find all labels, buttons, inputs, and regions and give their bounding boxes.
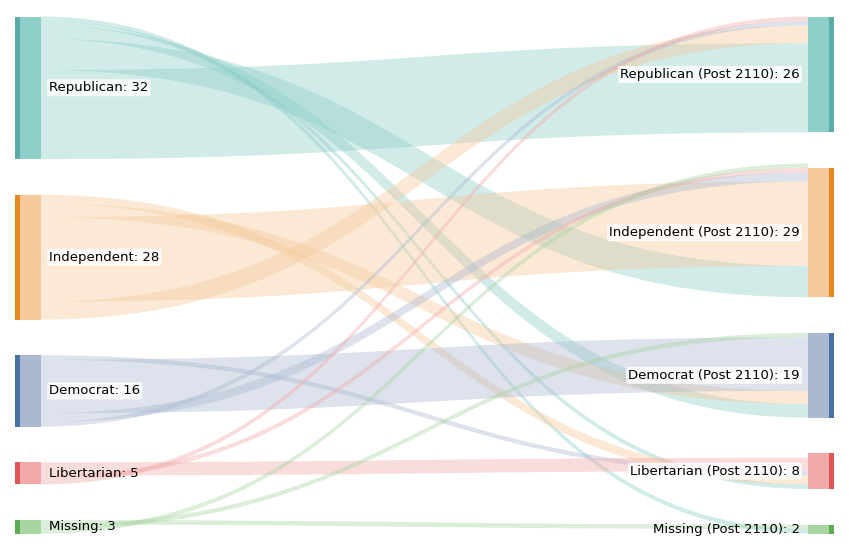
Polygon shape [41,39,808,298]
Bar [15,462,20,485]
Polygon shape [41,195,808,485]
Bar [808,333,834,417]
Text: Libertarian: 5: Libertarian: 5 [49,467,139,480]
Bar [829,16,834,133]
Polygon shape [41,163,808,534]
Bar [808,16,834,133]
Text: Democrat (Post 2110): 19: Democrat (Post 2110): 19 [628,369,800,382]
Polygon shape [41,355,808,476]
Bar [829,333,834,417]
Bar [15,195,20,320]
Bar [829,168,834,298]
Bar [808,453,834,489]
Polygon shape [41,16,808,485]
Bar [15,195,41,320]
Polygon shape [41,25,808,417]
Polygon shape [41,173,808,422]
Polygon shape [41,168,808,480]
Polygon shape [41,520,808,529]
Text: Libertarian (Post 2110): 8: Libertarian (Post 2110): 8 [630,465,800,477]
Bar [15,520,41,534]
Bar [15,355,20,427]
Bar [15,16,41,159]
Polygon shape [41,25,808,320]
Text: Republican: 32: Republican: 32 [49,81,149,94]
Text: Missing (Post 2110): 2: Missing (Post 2110): 2 [653,522,800,536]
Polygon shape [41,182,808,302]
Polygon shape [41,21,808,489]
Bar [15,16,20,159]
Text: Missing: 3: Missing: 3 [49,520,116,534]
Bar [808,168,834,298]
Polygon shape [41,458,808,476]
Text: Republican (Post 2110): 26: Republican (Post 2110): 26 [620,68,800,81]
Text: Independent: 28: Independent: 28 [49,251,160,263]
Bar [829,525,834,533]
Polygon shape [41,21,808,427]
Polygon shape [41,43,808,159]
Bar [15,462,41,485]
Bar [15,355,41,427]
Text: Independent (Post 2110): 29: Independent (Post 2110): 29 [609,226,800,239]
Bar [15,520,20,534]
Text: Democrat: 16: Democrat: 16 [49,384,140,398]
Bar [829,453,834,489]
Polygon shape [41,337,808,413]
Polygon shape [41,204,808,404]
Polygon shape [41,16,808,534]
Bar [808,525,834,533]
Polygon shape [41,333,808,529]
